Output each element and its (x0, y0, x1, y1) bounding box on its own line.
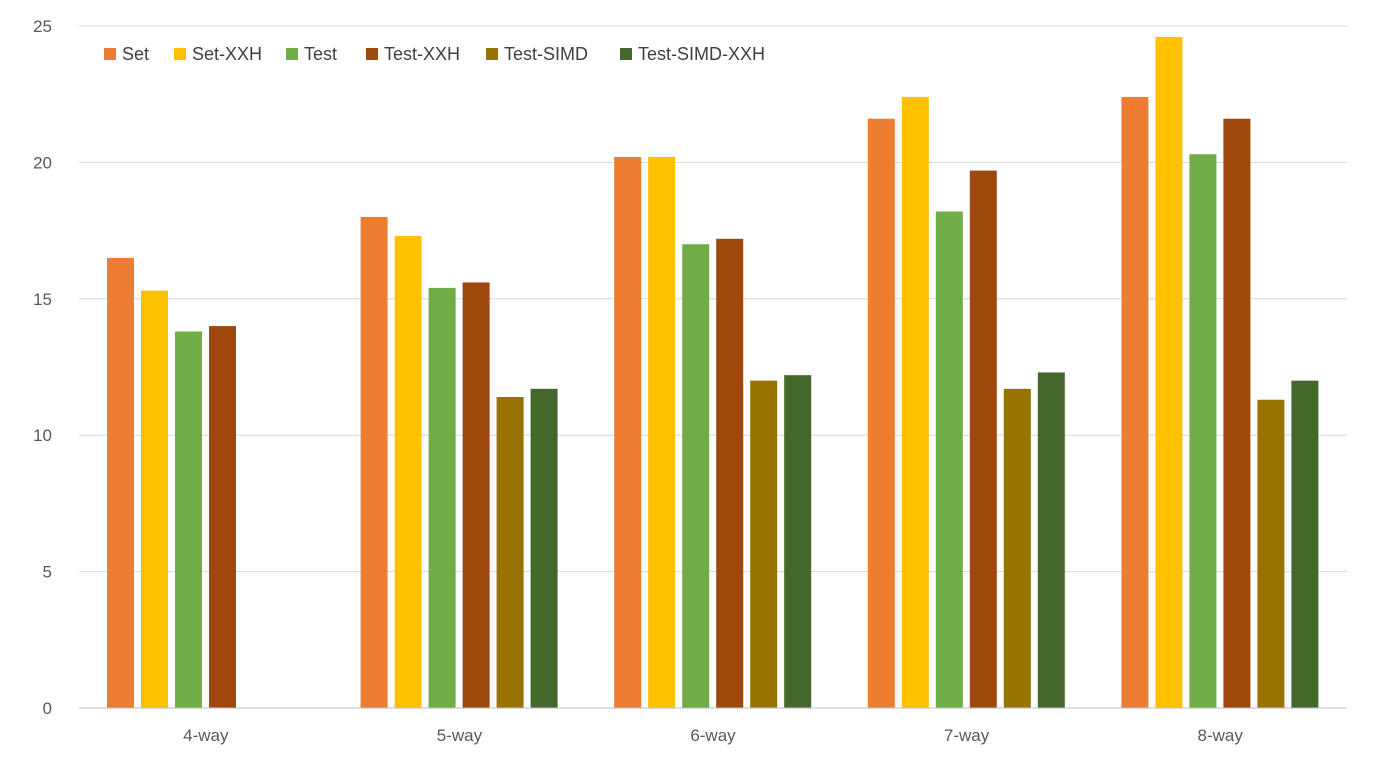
legend-item: Test-SIMD-XXH (620, 44, 765, 64)
bar-test-xxh-4-way (209, 326, 236, 708)
legend-item: Test-XXH (366, 44, 460, 64)
y-tick-label: 20 (33, 153, 52, 172)
y-tick-label: 15 (33, 290, 52, 309)
x-tick-label: 7-way (944, 726, 990, 745)
legend-label: Set (122, 44, 149, 64)
legend-swatch (104, 48, 116, 60)
bar-set-xxh-5-way (394, 236, 422, 708)
legend-swatch (486, 48, 498, 60)
legend-label: Set-XXH (192, 44, 262, 64)
x-tick-label: 6-way (690, 726, 736, 745)
bar-set-7-way (867, 118, 895, 708)
bar-set-6-way (614, 156, 642, 709)
legend: Set Set-XXH Test Test-XXH Test-SIMD Test-SIMD… (104, 44, 765, 64)
bar-set-xxh-4-way (141, 290, 168, 708)
bar-test-8-way (1189, 154, 1217, 708)
x-tick-label: 8-way (1198, 726, 1244, 745)
bar-set-8-way (1121, 96, 1149, 709)
bar-test-simd-xxh-5-way (530, 388, 558, 708)
bar-test-simd-xxh-7-way (1037, 372, 1065, 708)
legend-item: Set (104, 44, 149, 64)
bar-test-5-way (428, 287, 456, 708)
x-tick-label: 5-way (437, 726, 483, 745)
bar-set-xxh-7-way (901, 96, 929, 709)
bar-test-simd-5-way (496, 397, 524, 708)
bars (107, 36, 1319, 709)
bar-set-xxh-6-way (648, 156, 676, 709)
bar-test-simd-8-way (1257, 399, 1285, 708)
bar-test-xxh-6-way (716, 238, 744, 708)
y-tick-label: 10 (33, 426, 52, 445)
legend-item: Set-XXH (174, 44, 262, 64)
bar-set-5-way (360, 216, 388, 708)
bar-test-6-way (682, 244, 710, 709)
bar-test-7-way (935, 211, 963, 708)
x-axis-tick-labels: 4-way 5-way 6-way 7-way 8-way (183, 726, 1243, 745)
y-tick-label: 5 (43, 563, 52, 582)
x-tick-label: 4-way (183, 726, 229, 745)
legend-swatch (174, 48, 186, 60)
legend-swatch (366, 48, 378, 60)
bar-test-simd-xxh-8-way (1291, 380, 1319, 708)
y-axis-tick-labels: 0 5 10 15 20 25 (33, 17, 52, 718)
bar-test-simd-6-way (750, 380, 778, 708)
bar-test-simd-xxh-6-way (784, 375, 812, 708)
legend-label: Test-SIMD (504, 44, 588, 64)
bar-set-4-way (107, 257, 134, 708)
legend-swatch (620, 48, 632, 60)
y-tick-label: 0 (43, 699, 52, 718)
bar-test-xxh-8-way (1223, 118, 1251, 708)
y-tick-label: 25 (33, 17, 52, 36)
legend-label: Test-XXH (384, 44, 460, 64)
bar-test-xxh-5-way (462, 282, 490, 708)
bar-test-4-way (175, 331, 202, 708)
bar-set-xxh-8-way (1155, 36, 1183, 709)
legend-label: Test-SIMD-XXH (638, 44, 765, 64)
legend-item: Test (286, 44, 337, 64)
legend-label: Test (304, 44, 337, 64)
legend-swatch (286, 48, 298, 60)
legend-item: Test-SIMD (486, 44, 588, 64)
bar-test-simd-7-way (1003, 388, 1031, 708)
bar-test-xxh-7-way (969, 170, 997, 709)
